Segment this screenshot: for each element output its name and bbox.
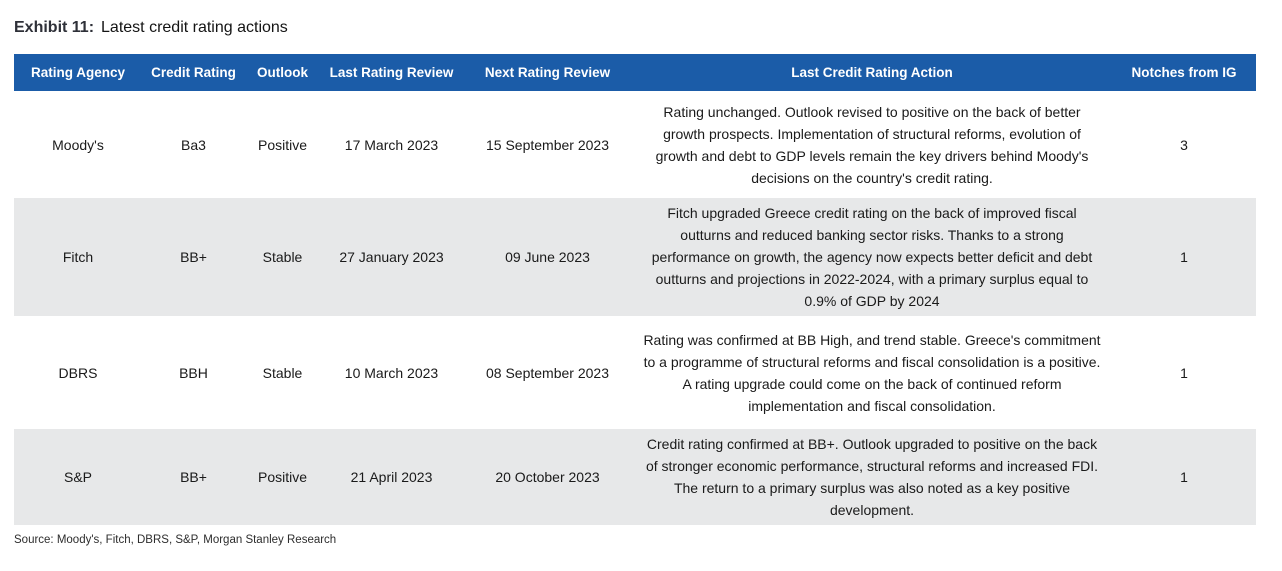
cell-action: Credit rating confirmed at BB+. Outlook … — [645, 436, 1099, 518]
column-header-last-credit-rating-action: Last Credit Rating Action — [632, 54, 1112, 91]
cell-agency: Moody's — [52, 136, 104, 153]
column-header-credit-rating: Credit Rating — [142, 54, 245, 91]
cell-credit-rating: BB+ — [180, 249, 207, 265]
cell-next-review: 08 September 2023 — [486, 364, 609, 381]
cell-next-review: 20 October 2023 — [495, 469, 600, 485]
cell-outlook: Stable — [262, 364, 303, 381]
cell-last-review: 10 March 2023 — [344, 364, 439, 381]
cell-credit-rating: BB+ — [180, 469, 207, 485]
cell-notches: 1 — [1180, 364, 1188, 381]
cell-outlook: Positive — [257, 136, 308, 153]
cell-notches: 3 — [1180, 136, 1188, 153]
cell-agency: DBRS — [58, 364, 98, 381]
column-header-last-rating-review: Last Rating Review — [320, 54, 463, 91]
exhibit-label: Exhibit 11: — [14, 19, 95, 36]
cell-action: Rating unchanged. Outlook revised to pos… — [655, 103, 1089, 186]
source-note: Source: Moody's, Fitch, DBRS, S&P, Morga… — [14, 534, 337, 546]
exhibit-caption: Latest credit rating actions — [101, 19, 288, 36]
cell-last-review: 17 March 2023 — [344, 136, 439, 153]
exhibit-heading: Exhibit 11: Latest credit rating actions — [14, 18, 1256, 38]
cell-agency: S&P — [63, 469, 92, 485]
column-header-next-rating-review: Next Rating Review — [463, 54, 632, 91]
cell-agency: Fitch — [62, 249, 94, 265]
cell-action: Rating was confirmed at BB High, and tre… — [643, 331, 1101, 414]
table-row-moodys: Moody's Ba3 Positive 17 March 2023 15 Se… — [14, 91, 1256, 198]
credit-ratings-table: Rating Agency Credit Rating Outlook Last… — [14, 54, 1256, 525]
column-header-outlook: Outlook — [245, 54, 320, 91]
cell-outlook: Positive — [257, 469, 308, 485]
table-row-sp: S&P BB+ Positive 21 April 2023 20 Octobe… — [14, 429, 1256, 525]
cell-notches: 1 — [1180, 469, 1188, 485]
table-row-fitch: Fitch BB+ Stable 27 January 2023 09 June… — [14, 198, 1256, 316]
column-header-notches-from-ig: Notches from IG — [1112, 54, 1256, 91]
cell-next-review: 15 September 2023 — [486, 136, 609, 153]
cell-notches: 1 — [1180, 249, 1188, 265]
cell-action: Fitch upgraded Greece credit rating on t… — [651, 205, 1093, 309]
table-row-dbrs: DBRS BBH Stable 10 March 2023 08 Septemb… — [14, 316, 1256, 429]
cell-credit-rating: Ba3 — [181, 136, 206, 153]
cell-last-review: 21 April 2023 — [350, 469, 433, 485]
table-header-row: Rating Agency Credit Rating Outlook Last… — [14, 54, 1256, 91]
cell-next-review: 09 June 2023 — [505, 249, 590, 265]
cell-credit-rating: BBH — [179, 364, 208, 381]
cell-last-review: 27 January 2023 — [339, 249, 444, 265]
column-header-rating-agency: Rating Agency — [14, 54, 142, 91]
cell-outlook: Stable — [262, 249, 303, 265]
